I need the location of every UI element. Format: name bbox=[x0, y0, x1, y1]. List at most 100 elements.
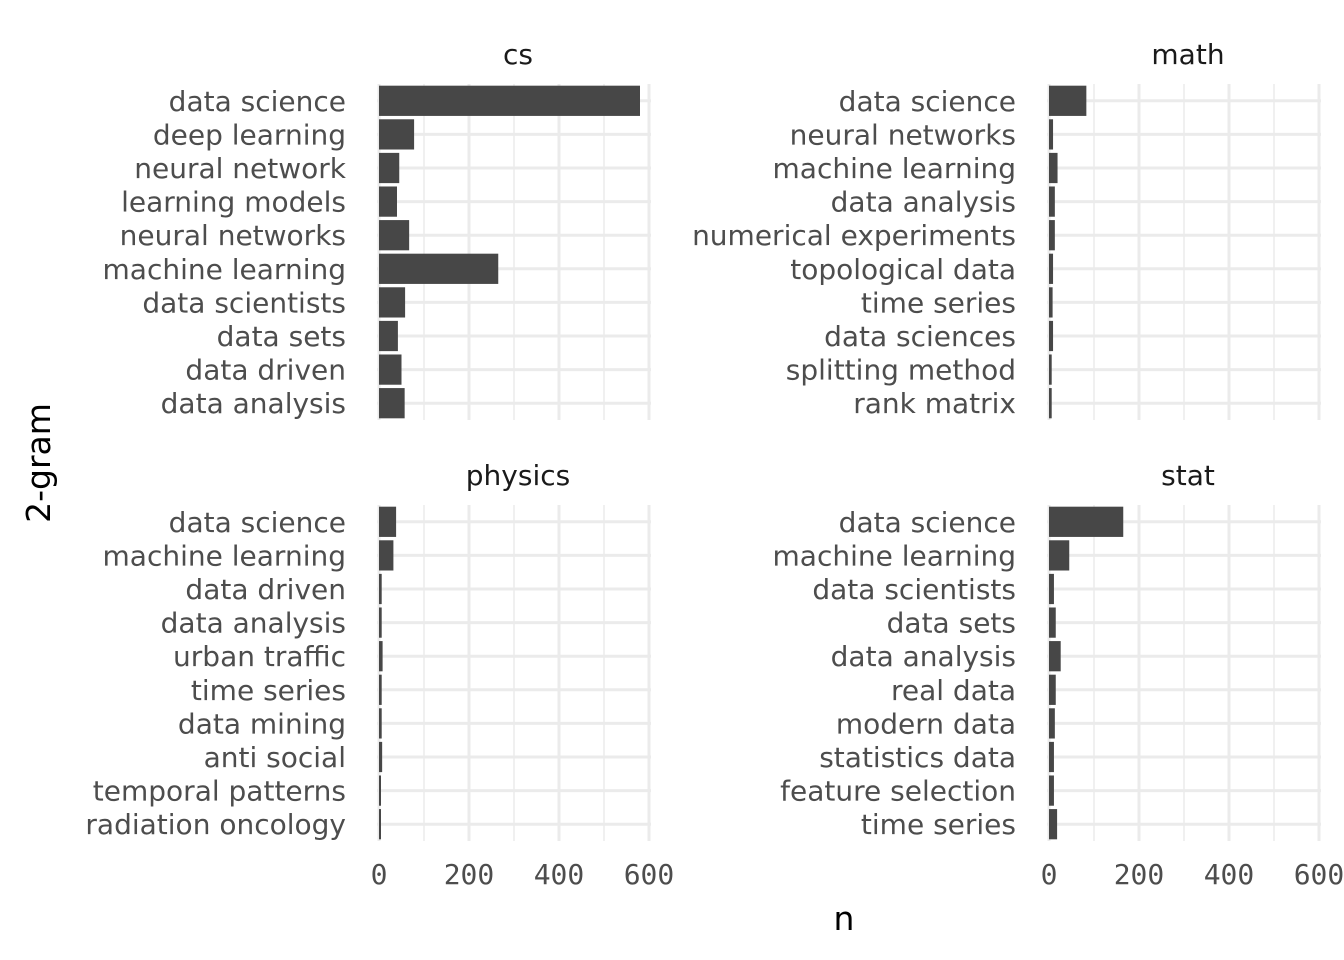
bar bbox=[379, 388, 405, 419]
bar bbox=[1049, 708, 1055, 739]
category-label: deep learning bbox=[153, 118, 346, 151]
x-tick-label: 200 bbox=[1114, 858, 1165, 891]
category-label: time series bbox=[861, 286, 1016, 319]
category-label: splitting method bbox=[786, 354, 1016, 387]
category-label: modern data bbox=[836, 707, 1016, 740]
category-label: data analysis bbox=[831, 186, 1016, 219]
facet-title: physics bbox=[466, 459, 570, 492]
bar bbox=[1049, 220, 1055, 251]
category-label: rank matrix bbox=[853, 387, 1016, 420]
x-tick-label: 0 bbox=[371, 858, 388, 891]
category-label: urban traffic bbox=[173, 640, 346, 673]
bar bbox=[379, 287, 406, 318]
bar bbox=[379, 641, 383, 672]
bar bbox=[1049, 641, 1061, 672]
category-label: time series bbox=[191, 674, 346, 707]
category-label: machine learning bbox=[773, 152, 1016, 185]
bar bbox=[379, 573, 382, 605]
bar bbox=[1049, 85, 1087, 116]
category-label: data sciences bbox=[824, 320, 1016, 353]
bar bbox=[379, 674, 382, 705]
facet-title: stat bbox=[1161, 459, 1215, 492]
x-axis-title: n bbox=[834, 899, 855, 938]
x-tick-label: 400 bbox=[534, 858, 585, 891]
category-label: neural network bbox=[134, 152, 347, 185]
bar bbox=[379, 220, 410, 251]
category-label: data sets bbox=[887, 607, 1016, 640]
gridlines bbox=[1047, 505, 1321, 841]
category-label: data analysis bbox=[161, 607, 346, 640]
facet-title: cs bbox=[503, 38, 533, 71]
bar bbox=[1049, 741, 1054, 773]
category-label: real data bbox=[891, 674, 1016, 707]
x-tick-label: 0 bbox=[1041, 858, 1058, 891]
category-label: data driven bbox=[185, 354, 346, 387]
bar bbox=[1049, 506, 1124, 537]
bar bbox=[1049, 388, 1052, 419]
bar bbox=[379, 354, 402, 385]
category-label: radiation oncology bbox=[85, 808, 346, 841]
category-label: data science bbox=[839, 85, 1016, 118]
facet-title: math bbox=[1151, 38, 1224, 71]
bar bbox=[379, 506, 397, 537]
y-axis-title: 2-gram bbox=[19, 403, 58, 523]
category-label: data science bbox=[169, 85, 346, 118]
bar bbox=[379, 253, 499, 284]
bar bbox=[1049, 607, 1056, 638]
x-tick-label: 400 bbox=[1204, 858, 1255, 891]
bar bbox=[1049, 119, 1054, 150]
bar bbox=[1049, 354, 1052, 385]
bar bbox=[1049, 186, 1055, 217]
bar bbox=[1049, 253, 1054, 284]
bar bbox=[379, 809, 381, 840]
bar bbox=[379, 152, 400, 184]
bar bbox=[379, 708, 382, 739]
bar bbox=[379, 607, 382, 638]
category-label: statistics data bbox=[819, 741, 1016, 774]
bar bbox=[379, 741, 383, 773]
category-label: numerical experiments bbox=[692, 219, 1016, 252]
bar bbox=[1049, 152, 1058, 184]
bar bbox=[1049, 775, 1054, 806]
category-label: machine learning bbox=[103, 253, 346, 286]
bar bbox=[1049, 809, 1058, 840]
category-label: data sets bbox=[217, 320, 346, 353]
bar bbox=[379, 119, 415, 150]
bar bbox=[379, 320, 398, 352]
category-label: neural networks bbox=[120, 219, 346, 252]
bar bbox=[1049, 674, 1056, 705]
category-label: data science bbox=[839, 506, 1016, 539]
category-label: machine learning bbox=[773, 539, 1016, 572]
bar bbox=[1049, 320, 1054, 352]
x-tick-label: 600 bbox=[1294, 858, 1344, 891]
category-label: data analysis bbox=[161, 387, 346, 420]
bar bbox=[379, 775, 381, 806]
category-label: machine learning bbox=[103, 539, 346, 572]
category-label: data analysis bbox=[831, 640, 1016, 673]
category-label: topological data bbox=[790, 253, 1016, 286]
gridlines bbox=[377, 505, 651, 841]
category-label: feature selection bbox=[780, 775, 1016, 808]
gridlines bbox=[1047, 84, 1321, 420]
bar bbox=[1049, 573, 1054, 605]
category-label: data driven bbox=[185, 573, 346, 606]
x-tick-label: 600 bbox=[624, 858, 675, 891]
category-label: anti social bbox=[204, 741, 346, 774]
category-label: data scientists bbox=[812, 573, 1016, 606]
bar bbox=[379, 540, 394, 571]
category-label: data mining bbox=[178, 707, 346, 740]
category-label: temporal patterns bbox=[93, 775, 346, 808]
bar bbox=[379, 186, 397, 217]
category-label: data scientists bbox=[142, 286, 346, 319]
bar bbox=[1049, 540, 1070, 571]
category-label: time series bbox=[861, 808, 1016, 841]
bar bbox=[379, 85, 640, 116]
x-tick-label: 200 bbox=[444, 858, 495, 891]
category-label: data science bbox=[169, 506, 346, 539]
